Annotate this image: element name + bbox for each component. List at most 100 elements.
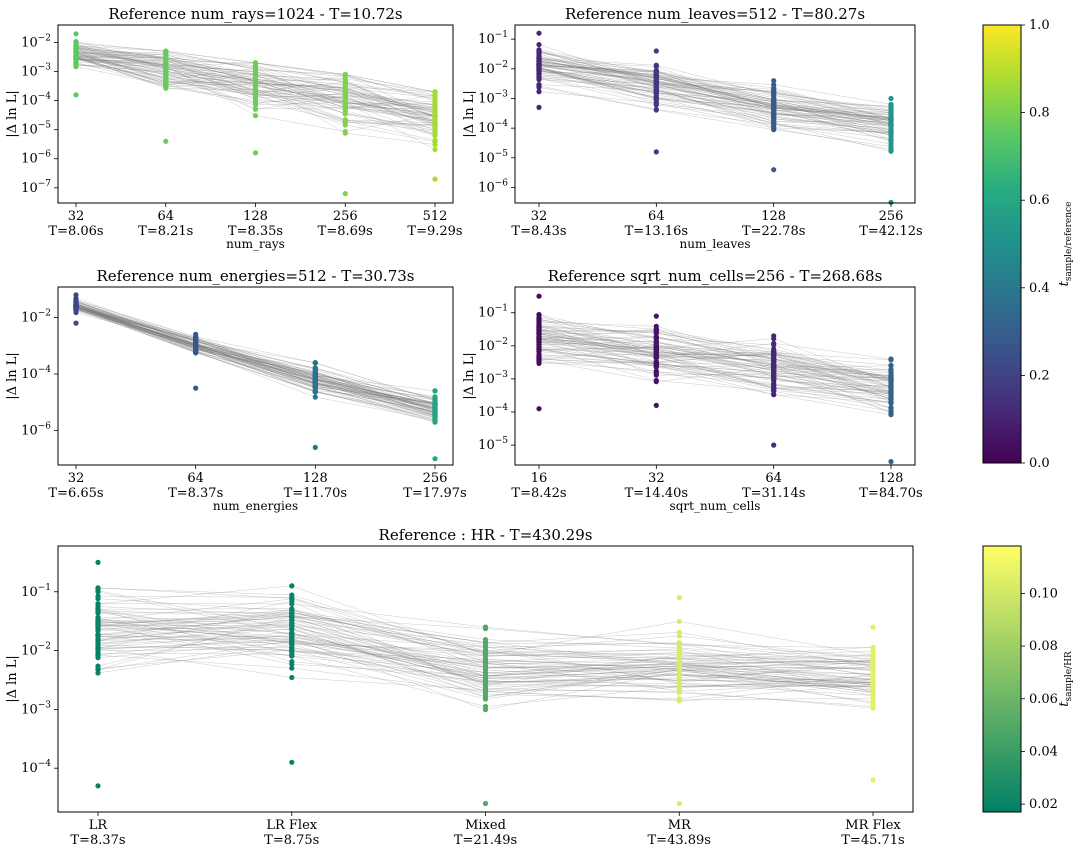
data-point: [432, 137, 438, 143]
colorbar-tick-label: 0.0: [1029, 456, 1050, 471]
data-point: [252, 113, 259, 119]
y-tick-base: 10: [21, 94, 38, 109]
data-point: [771, 442, 777, 448]
panel-title: Reference num_rays=1024 - T=10.72s: [108, 5, 402, 23]
panel-title: Reference num_leaves=512 - T=80.27s: [565, 5, 865, 23]
data-point: [536, 406, 542, 412]
series-line: [75, 306, 436, 421]
y-tick-exponent: −2: [38, 642, 51, 652]
series-line: [538, 62, 892, 105]
data-point: [888, 199, 894, 205]
series-line: [538, 57, 892, 123]
y-tick-base: 10: [21, 35, 38, 50]
data-point: [536, 349, 542, 355]
series-line: [538, 79, 892, 135]
series-line: [538, 338, 892, 388]
y-tick-exponent: −2: [38, 33, 51, 43]
y-tick-base: 10: [21, 123, 38, 138]
y-axis-label: |Δ ln L|: [5, 352, 20, 400]
y-tick-label: 10−6: [478, 178, 508, 195]
series-line: [538, 345, 892, 399]
data-point: [482, 693, 489, 700]
y-axis-label: |Δ ln L|: [462, 90, 477, 138]
y-tick-exponent: −4: [495, 119, 509, 129]
data-point: [95, 783, 101, 789]
data-point: [653, 84, 659, 90]
colorbar-tick-label: 0.08: [1029, 639, 1058, 654]
y-tick-base: 10: [478, 306, 495, 321]
data-point: [432, 108, 438, 114]
series-line: [538, 44, 892, 124]
data-point: [482, 644, 489, 650]
data-point: [289, 612, 295, 618]
series-line: [75, 306, 436, 413]
series-line: [75, 297, 436, 392]
x-tick-time: T=9.29s: [407, 224, 462, 239]
data-point: [252, 64, 259, 70]
data-point: [342, 119, 348, 125]
data-point: [432, 176, 438, 182]
data-point: [252, 91, 259, 97]
x-tick-time: T=8.75s: [264, 833, 319, 848]
y-tick-label: 10−3: [478, 370, 508, 387]
axes-frame: [514, 24, 916, 204]
data-point: [536, 357, 542, 363]
data-point: [95, 622, 101, 628]
y-tick-exponent: −6: [38, 421, 52, 431]
y-tick-exponent: −2: [495, 337, 508, 347]
data-point: [95, 585, 101, 591]
y-tick-base: 10: [478, 151, 495, 166]
y-tick-base: 10: [478, 339, 495, 354]
data-point: [95, 617, 101, 623]
data-point: [771, 356, 777, 363]
data-point: [771, 121, 777, 127]
data-point: [312, 394, 318, 400]
data-point: [289, 629, 295, 636]
x-tick-label: 512: [423, 209, 448, 224]
x-tick-label: 256: [333, 209, 358, 224]
data-point: [289, 608, 295, 614]
data-point: [342, 71, 348, 78]
series-line: [538, 347, 892, 403]
data-point: [536, 322, 542, 328]
data-point: [482, 800, 489, 807]
y-tick-label: 10−5: [478, 436, 508, 453]
data-point: [676, 668, 682, 674]
data-point: [676, 698, 682, 704]
data-point: [536, 293, 542, 299]
data-point: [771, 388, 777, 394]
y-tick-base: 10: [21, 644, 38, 659]
series-line: [538, 341, 892, 397]
data-point: [482, 664, 489, 670]
data-point: [73, 31, 79, 37]
data-point: [482, 683, 489, 689]
axes-frame: [57, 286, 454, 466]
data-point: [653, 360, 659, 366]
data-point: [482, 688, 489, 694]
colorbar-tick-label: 1.0: [1029, 18, 1050, 33]
y-tick-label: 10−2: [478, 337, 508, 354]
data-point: [163, 72, 169, 78]
series-lines: [538, 44, 892, 152]
data-point: [312, 365, 318, 371]
data-point: [95, 650, 101, 656]
data-point: [163, 138, 169, 144]
series-line: [538, 71, 892, 119]
panel-num-energies: Reference num_energies=512 - T=30.73s 10−…: [5, 267, 467, 513]
data-point: [536, 104, 542, 110]
panel-title: Reference num_energies=512 - T=30.73s: [97, 267, 415, 285]
data-point: [432, 399, 438, 406]
y-tick-label: 10−3: [21, 63, 51, 80]
data-point: [771, 97, 777, 103]
data-point: [653, 106, 659, 113]
y-tick-base: 10: [21, 423, 38, 438]
y-tick-base: 10: [21, 761, 38, 776]
x-tick-time: T=8.21s: [138, 224, 193, 239]
series-line: [538, 69, 892, 135]
x-tick-time: T=8.42s: [511, 486, 566, 501]
panel-hr-comparison: Reference : HR - T=430.29s10−110−210−310…: [5, 526, 914, 848]
data-point: [312, 444, 318, 450]
series-line: [538, 60, 892, 127]
data-point: [888, 385, 894, 391]
